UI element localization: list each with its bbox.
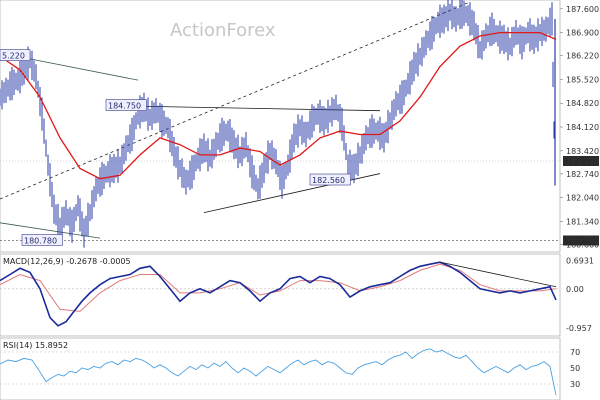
macd-signal-line [0, 263, 557, 312]
macd-trendline [439, 261, 557, 288]
annotation-box [0, 49, 31, 61]
price-annotations: 5.220 184.750 182.560 180.780 [0, 49, 351, 246]
price-tick-label: 182.740 [566, 170, 599, 179]
watermark: ActionForex [170, 20, 276, 41]
macd-tick-label: 0.6931 [566, 256, 594, 265]
macd-line [0, 261, 557, 327]
price-tick-label: 181.340 [566, 217, 599, 226]
macd-panel: MACD(12,26,9) -0.2678 -0.0005 [0, 253, 561, 337]
price-tick-label: 183.420 [566, 147, 599, 156]
rsi-tick-label: 50 [570, 364, 580, 373]
price-marker-box [563, 235, 599, 246]
price-tick-label: 186.220 [566, 52, 599, 61]
price-tick-label: 184.820 [566, 99, 599, 108]
annotation-box [21, 234, 63, 246]
moving-average-line [0, 31, 557, 180]
annotation-box [105, 99, 147, 111]
price-marker-box [563, 155, 599, 166]
macd-panel-frame [0, 253, 561, 337]
annotation-label: 180.780 [24, 236, 57, 245]
annotation-box [309, 173, 351, 186]
price-marker-label: 183.120 [566, 157, 599, 166]
rsi-line [0, 348, 557, 396]
rsi-panel-frame [0, 337, 561, 400]
price-markers: 183.120 180.780 [563, 155, 599, 246]
macd-y-axis: 0.6931 0.00 -0.957 [566, 256, 594, 333]
triangle-top-line [107, 105, 381, 112]
channel-bottom-line [0, 222, 101, 239]
rsi-panel: RSI(14) 15.8952 [0, 337, 561, 400]
price-y-axis: 187.600 186.900 186.220 185.520 184.820 184.1… [560, 5, 599, 250]
annotation-label: 182.560 [312, 176, 345, 185]
price-tick-label: 185.520 [566, 75, 599, 84]
price-tick-label: 187.600 [566, 5, 599, 14]
rsi-tick-label: 30 [570, 380, 580, 389]
annotation-label: 184.750 [108, 102, 141, 111]
rsi-label: RSI(14) 15.8952 [3, 341, 68, 350]
price-panel: ActionForex 5.220 184.750 182.560 180.780 [0, 0, 561, 253]
price-tick-label: 186.900 [566, 29, 599, 38]
price-tick-label: 184.120 [566, 123, 599, 132]
macd-tick-label: 0.00 [566, 285, 584, 294]
macd-tick-label: -0.957 [566, 324, 592, 333]
price-panel-frame [0, 0, 561, 253]
rsi-tick-label: 70 [570, 348, 580, 357]
macd-label: MACD(12,26,9) -0.2678 -0.0005 [3, 257, 131, 266]
price-tick-label: 182.040 [566, 194, 599, 203]
annotation-label: 5.220 [2, 52, 25, 61]
price-marker-label: 180.780 [566, 236, 599, 245]
rsi-y-axis: 70 50 30 [570, 348, 580, 389]
